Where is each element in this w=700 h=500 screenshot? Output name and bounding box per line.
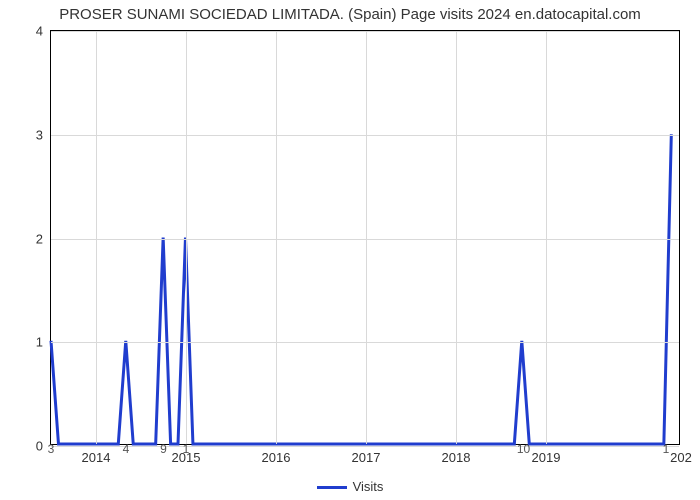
point-label: 1 — [663, 442, 670, 456]
chart-container: PROSER SUNAMI SOCIEDAD LIMITADA. (Spain)… — [0, 0, 700, 500]
gridline-v — [96, 31, 97, 444]
legend-label: Visits — [353, 479, 384, 494]
xtick-label: 2014 — [82, 450, 111, 465]
ytick-label: 2 — [36, 231, 43, 246]
point-label: 10 — [517, 442, 530, 456]
point-label: 1 — [183, 442, 190, 456]
point-label: 3 — [48, 442, 55, 456]
xtick-label: 2016 — [262, 450, 291, 465]
legend-swatch — [317, 486, 347, 489]
gridline-v — [276, 31, 277, 444]
visits-line — [51, 134, 671, 444]
ytick-label: 1 — [36, 335, 43, 350]
ytick-label: 0 — [36, 439, 43, 454]
gridline-v — [546, 31, 547, 444]
gridline-h — [51, 31, 679, 32]
xtick-label: 202 — [670, 450, 692, 465]
legend: Visits — [0, 479, 700, 494]
gridline-h — [51, 135, 679, 136]
ytick-label: 4 — [36, 24, 43, 39]
point-label: 9 — [160, 442, 167, 456]
gridline-h — [51, 239, 679, 240]
ytick-label: 3 — [36, 127, 43, 142]
xtick-label: 2019 — [532, 450, 561, 465]
gridline-h — [51, 342, 679, 343]
plot-box: 012342014201520162017201820192023491101 — [50, 30, 680, 445]
plot-area: 012342014201520162017201820192023491101 — [50, 30, 680, 445]
point-label: 4 — [123, 442, 130, 456]
gridline-v — [456, 31, 457, 444]
xtick-label: 2018 — [442, 450, 471, 465]
line-series — [51, 31, 679, 444]
gridline-h — [51, 446, 679, 447]
gridline-v — [186, 31, 187, 444]
xtick-label: 2017 — [352, 450, 381, 465]
chart-title: PROSER SUNAMI SOCIEDAD LIMITADA. (Spain)… — [0, 0, 700, 23]
gridline-v — [366, 31, 367, 444]
